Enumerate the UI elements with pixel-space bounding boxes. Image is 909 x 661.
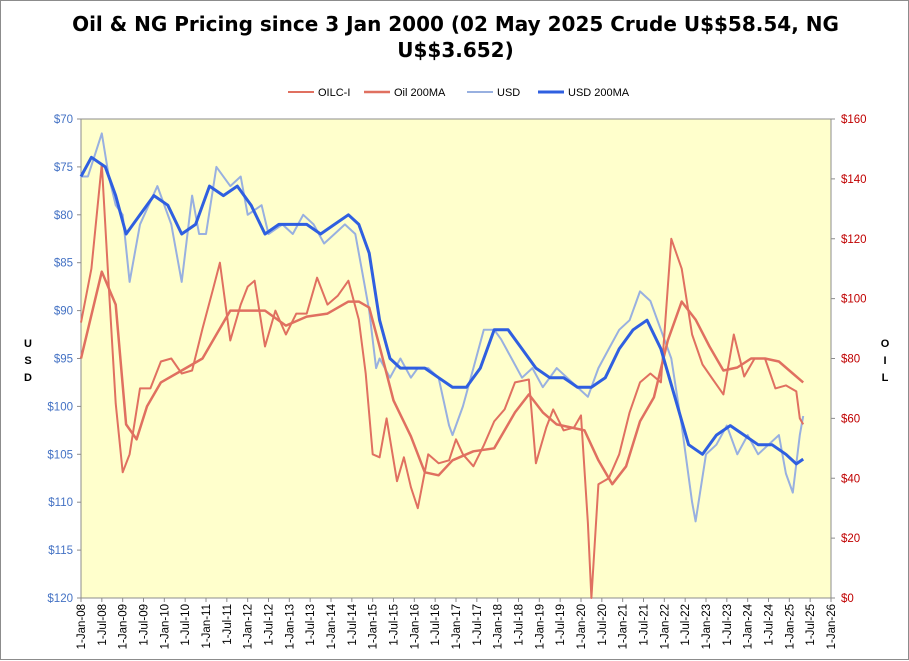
x-tick-label: 1-Jul-18 (514, 604, 526, 646)
left-tick-label: $115 (48, 545, 73, 557)
x-tick-label: 1-Jul-08 (97, 604, 109, 646)
axis-title-letter: L (882, 372, 889, 384)
x-tick-label: 1-Jul-23 (722, 604, 734, 646)
axis-title-letter: S (24, 355, 31, 367)
left-axis-title: USD (24, 338, 32, 384)
x-tick-label: 1-Jan-20 (576, 604, 588, 649)
legend-label: OILC-I (318, 87, 350, 99)
right-tick-label: $80 (841, 354, 860, 366)
right-tick-label: $60 (841, 413, 860, 425)
x-tick-label: 1-Jan-19 (534, 604, 546, 649)
right-axis: $0 $20 $40 $60 $80 $100 $120 $140 $160 (831, 114, 867, 605)
series-line-usd (81, 132, 805, 523)
plot-area (80, 118, 832, 599)
x-tick-label: 1-Jan-08 (76, 604, 88, 649)
left-tick-label: $120 (47, 593, 73, 605)
x-tick-label: 1-Jul-24 (764, 603, 776, 645)
x-tick-label: 1-Jul-16 (430, 604, 442, 646)
x-tick-label: 1-Jan-10 (159, 604, 171, 649)
series-line-oil-200ma (79, 270, 805, 486)
x-tick-label: 1-Jan-24 (743, 603, 755, 649)
x-tick-label: 1-Jul-21 (639, 604, 651, 646)
x-tick-label: 1-Jul-11 (222, 604, 234, 645)
left-axis: $70 $75 $80 $85 $90 $95 $100 $105 $110 $115 $120 (47, 114, 81, 605)
right-axis-title: OIL (881, 338, 890, 384)
x-tick-label: 1-Jul-12 (264, 604, 276, 646)
x-tick-label: 1-Jan-14 (326, 603, 338, 649)
left-tick-label: $110 (48, 497, 73, 509)
right-tick-label: $100 (841, 294, 867, 306)
x-tick-label: 1-Jul-14 (347, 603, 359, 645)
left-tick-label: $85 (54, 258, 73, 270)
left-tick-label: $75 (54, 162, 73, 174)
x-tick-label: 1-Jul-17 (472, 604, 484, 646)
left-tick-label: $95 (54, 354, 73, 366)
x-tick-label: 1-Jan-18 (493, 604, 505, 649)
left-tick-label: $80 (54, 210, 73, 222)
x-tick-label: 1-Jan-13 (284, 604, 296, 649)
axis-title-letter: U (24, 338, 32, 350)
x-tick-label: 1-Jan-23 (701, 604, 713, 649)
x-tick-label: 1-Jan-25 (784, 604, 796, 649)
x-axis: 1-Jan-08 1-Jul-08 1-Jan-09 1-Jul-09 1-Jan-10… (76, 598, 838, 649)
right-tick-label: $140 (841, 174, 867, 186)
x-tick-label: 1-Jan-11 (201, 604, 213, 649)
x-tick-label: 1-Jan-12 (243, 604, 255, 649)
x-tick-label: 1-Jan-16 (409, 604, 421, 649)
right-tick-label: $40 (841, 473, 860, 485)
left-tick-label: $70 (54, 114, 73, 126)
chart-title-line-2: U$$3.652) (397, 38, 514, 62)
series-line-oilc-i (80, 162, 805, 599)
axis-title-letter: O (881, 338, 890, 350)
x-tick-label: 1-Jul-20 (597, 604, 609, 646)
chart-title-line-1: Oil & NG Pricing since 3 Jan 2000 (02 Ma… (72, 12, 839, 36)
x-tick-label: 1-Jul-10 (180, 604, 192, 646)
right-tick-label: $0 (841, 593, 854, 605)
right-tick-label: $160 (841, 114, 867, 126)
x-tick-label: 1-Jul-22 (680, 604, 692, 646)
x-tick-label: 1-Jan-17 (451, 604, 463, 649)
x-tick-label: 1-Jan-09 (118, 604, 130, 649)
x-tick-label: 1-Jul-09 (139, 604, 151, 646)
x-tick-label: 1-Jul-19 (555, 604, 567, 646)
left-tick-label: $105 (47, 449, 73, 461)
chart-title: Oil & NG Pricing since 3 Jan 2000 (02 Ma… (1, 11, 909, 63)
right-tick-label: $20 (841, 533, 860, 545)
series-line-usd-200ma (79, 155, 805, 466)
right-tick-label: $120 (841, 234, 867, 246)
legend-label: Oil 200MA (394, 87, 446, 99)
x-tick-label: 1-Jul-13 (305, 604, 317, 646)
x-tick-label: 1-Jan-15 (368, 604, 380, 649)
left-tick-label: $90 (54, 306, 73, 318)
axis-title-letter: I (883, 355, 886, 367)
x-tick-label: 1-Jan-26 (826, 604, 838, 649)
x-tick-label: 1-Jul-25 (805, 604, 817, 646)
x-tick-label: 1-Jan-22 (659, 604, 671, 649)
legend-label: USD (497, 87, 520, 99)
x-tick-label: 1-Jul-15 (389, 604, 401, 646)
axis-title-letter: D (24, 372, 32, 384)
x-tick-label: 1-Jan-21 (618, 604, 630, 649)
series-layer (79, 132, 805, 599)
left-tick-label: $100 (47, 401, 73, 413)
legend-label: USD 200MA (568, 87, 630, 99)
legend: OILC-I Oil 200MA USD USD 200MA (288, 87, 630, 99)
